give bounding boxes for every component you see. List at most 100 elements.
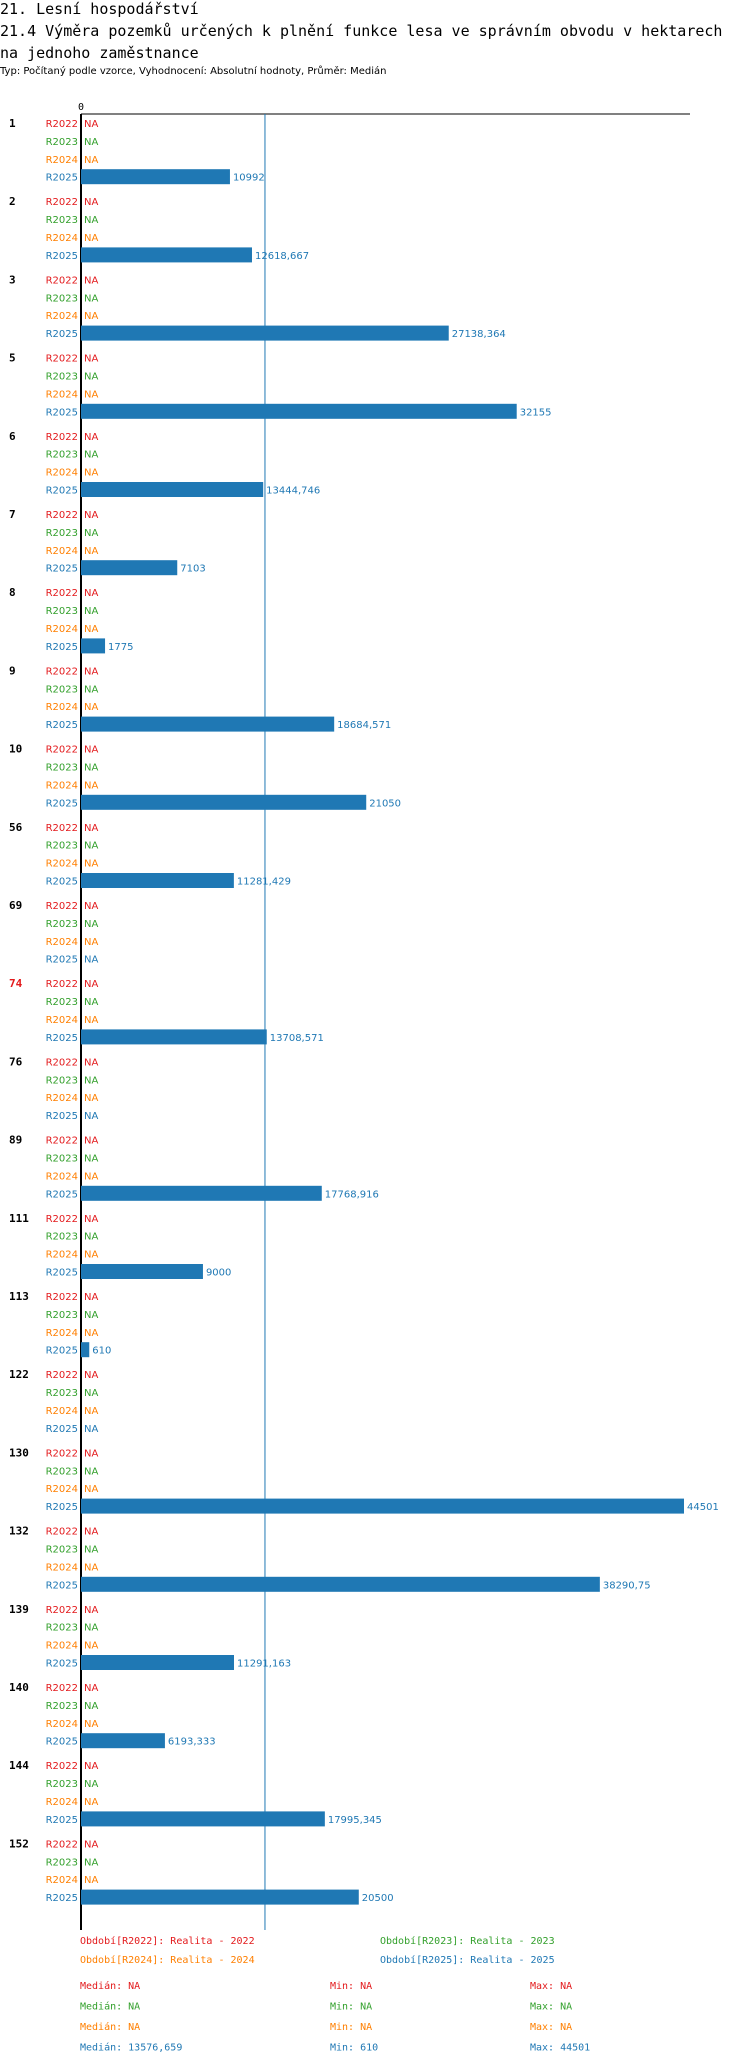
bar [81, 1655, 234, 1670]
na-label: NA [84, 1111, 98, 1122]
series-label: R2024 [46, 859, 78, 870]
na-label: NA [84, 901, 98, 912]
data-label: 9000 [206, 1268, 231, 1279]
na-label: NA [84, 1562, 98, 1573]
na-label: NA [84, 684, 98, 695]
data-label: 12618,667 [255, 251, 309, 262]
bar [81, 1498, 684, 1514]
data-label: 13708,571 [270, 1033, 324, 1044]
series-label: R2023 [46, 919, 78, 930]
series-label: R2022 [46, 979, 78, 990]
na-label: NA [84, 859, 98, 870]
na-label: NA [84, 937, 98, 948]
group-label: 10 [9, 743, 22, 756]
chart-title-line-2: 21.4 Výměra pozemků určených k plnění fu… [0, 22, 723, 40]
legend-entry: Období[R2023]: Realita - 2023 [380, 1935, 555, 1947]
series-label: R2024 [46, 1406, 78, 1417]
stat-min: Min: NA [330, 2002, 372, 2013]
na-label: NA [84, 823, 98, 834]
na-label: NA [84, 510, 98, 521]
series-label: R2022 [46, 1527, 78, 1538]
chart-title-line-3: na jednoho zaměstnance [0, 44, 199, 62]
series-label: R2025 [46, 1893, 78, 1904]
group-label: 152 [9, 1837, 29, 1850]
na-label: NA [84, 1093, 98, 1104]
na-label: NA [84, 1250, 98, 1261]
series-label: R2025 [46, 564, 78, 575]
series-label: R2025 [46, 1268, 78, 1279]
series-label: R2025 [46, 642, 78, 653]
na-label: NA [84, 919, 98, 930]
group-label: 1 [9, 117, 16, 130]
series-label: R2024 [46, 1562, 78, 1573]
data-label: 10992 [233, 173, 265, 184]
data-label: 6193,333 [168, 1737, 216, 1748]
bar [81, 1576, 600, 1592]
na-label: NA [84, 372, 98, 383]
group-label: 5 [9, 352, 16, 365]
group-label: 144 [9, 1759, 29, 1772]
group-label: 132 [9, 1525, 29, 1538]
data-label: 32155 [520, 407, 552, 418]
series-label: R2023 [46, 1779, 78, 1790]
series-label: R2024 [46, 1719, 78, 1730]
chart-title-line-1: 21. Lesní hospodářství [0, 0, 199, 18]
na-label: NA [84, 119, 98, 130]
na-label: NA [84, 606, 98, 617]
na-label: NA [84, 1623, 98, 1634]
series-label: R2024 [46, 1641, 78, 1652]
series-label: R2023 [46, 1701, 78, 1712]
na-label: NA [84, 588, 98, 599]
series-label: R2025 [46, 877, 78, 888]
series-label: R2024 [46, 1015, 78, 1026]
group-label: 7 [9, 508, 16, 521]
group-label: 89 [9, 1134, 22, 1147]
na-label: NA [84, 1328, 98, 1339]
group-label: 76 [9, 1055, 23, 1068]
data-label: 13444,746 [266, 486, 320, 497]
series-label: R2022 [46, 1761, 78, 1772]
stat-min: Min: NA [330, 1981, 372, 1992]
series-label: R2024 [46, 1250, 78, 1261]
na-label: NA [84, 155, 98, 166]
series-label: R2022 [46, 1057, 78, 1068]
na-label: NA [84, 666, 98, 677]
bar [81, 1185, 322, 1201]
data-label: 610 [92, 1346, 111, 1357]
bar [81, 1342, 90, 1358]
series-label: R2022 [46, 1136, 78, 1147]
group-label: 56 [9, 821, 23, 834]
series-label: R2025 [46, 329, 78, 340]
legend-entry: Období[R2024]: Realita - 2024 [80, 1954, 255, 1966]
data-label: 17768,916 [325, 1189, 379, 1200]
series-label: R2023 [46, 372, 78, 383]
data-label: 11281,429 [237, 877, 291, 888]
na-label: NA [84, 1075, 98, 1086]
series-label: R2024 [46, 1171, 78, 1182]
bar [81, 716, 335, 732]
series-label: R2025 [46, 1424, 78, 1435]
stat-min: Min: NA [330, 2022, 372, 2033]
na-label: NA [84, 1527, 98, 1538]
series-label: R2022 [46, 275, 78, 286]
series-label: R2024 [46, 233, 78, 244]
na-label: NA [84, 1779, 98, 1790]
data-label: 38290,75 [603, 1580, 651, 1591]
bar [81, 638, 106, 654]
series-label: R2024 [46, 1093, 78, 1104]
na-label: NA [84, 1701, 98, 1712]
na-label: NA [84, 1292, 98, 1303]
na-label: NA [84, 1484, 98, 1495]
na-label: NA [84, 1424, 98, 1435]
na-label: NA [84, 624, 98, 635]
na-label: NA [84, 1136, 98, 1147]
na-label: NA [84, 1214, 98, 1225]
stat-median: Medián: NA [80, 1980, 140, 1992]
series-label: R2024 [46, 1875, 78, 1886]
bar [81, 247, 252, 263]
na-label: NA [84, 1839, 98, 1850]
group-label: 6 [9, 430, 16, 443]
series-label: R2025 [46, 407, 78, 418]
na-label: NA [84, 1641, 98, 1652]
na-label: NA [84, 1171, 98, 1182]
